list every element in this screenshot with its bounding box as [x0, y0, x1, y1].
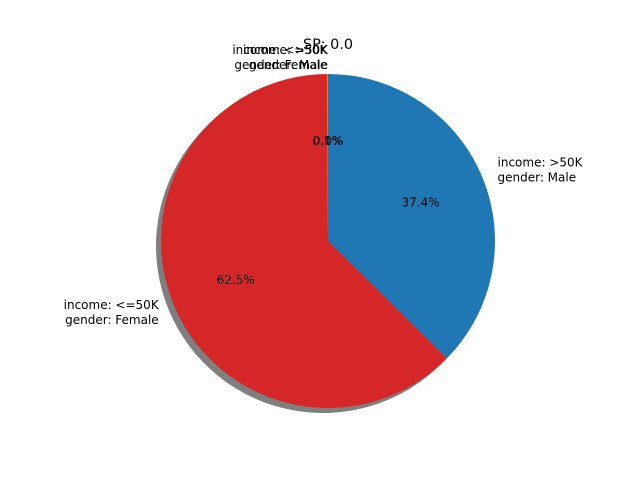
pie-category-label-line: income: >50K	[498, 156, 584, 170]
pie-percent-label-income-50k-gender-female: 0.0%	[313, 134, 344, 148]
pie-percent-labels: 37.4% 62.5% 0.1%0.0%	[217, 134, 440, 287]
pie-category-label-line: gender: Female	[234, 58, 328, 72]
pie-category-label-line: income: <=50K	[64, 298, 160, 312]
pie-percent-label-income-50k-gender-female: 62.5%	[217, 273, 255, 287]
pie-wedge-income-50k-gender-male	[328, 74, 496, 359]
chart-title: SP: 0.0	[303, 37, 353, 53]
pie-category-label-income-50k-gender-male: income: <=50K gender: Male	[232, 43, 328, 72]
pie-category-label-line: gender: Male	[498, 171, 577, 185]
pie-category-label-income-50k-gender-male: income: >50K gender: Male	[498, 156, 584, 185]
pie-wedge-income-50k-gender-female	[161, 74, 447, 408]
pie-percent-label-income-50k-gender-male: 0.1%	[312, 134, 343, 148]
pie-category-label-line: income: <=50K	[232, 43, 328, 57]
pie-wedge-income-50k-gender-male	[326, 74, 328, 241]
pie-category-label-income-50k-gender-female: income: <=50K gender: Female	[64, 298, 160, 327]
pie-category-label-line: gender: Male	[249, 58, 328, 72]
pie-category-label-income-50k-gender-female: income: >50K gender: Female	[234, 43, 329, 72]
pie-category-label-line: gender: Female	[65, 313, 159, 327]
pie-percent-label-income-50k-gender-male: 37.4%	[401, 195, 439, 209]
pie-category-label-line: income: >50K	[243, 43, 329, 57]
pie-wedges	[161, 74, 496, 408]
